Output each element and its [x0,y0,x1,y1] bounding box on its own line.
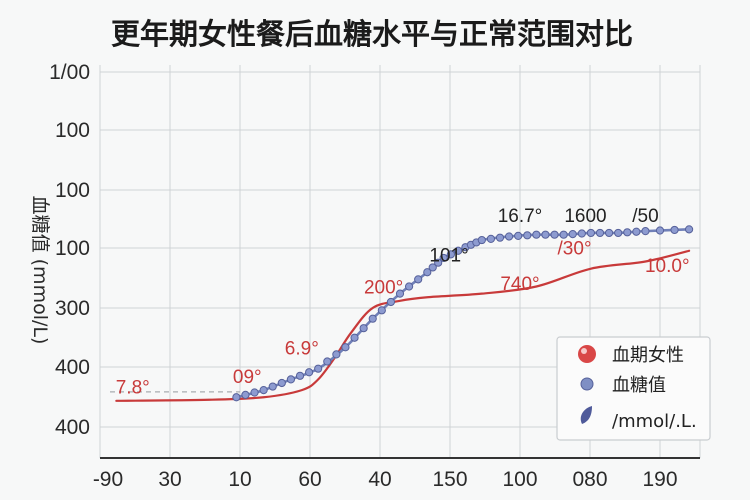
data-point [504,232,514,241]
data-point [604,228,614,238]
series [110,225,694,402]
data-point [295,371,305,380]
data-point [259,386,268,395]
data-label: 6.9° [285,338,319,359]
data-point [670,225,679,235]
data-point [550,230,559,239]
data-point [486,234,496,243]
data-label: 101° [429,246,468,267]
data-point [377,306,386,315]
grid [99,65,701,458]
data-point [304,368,314,377]
y-tick-label: 100 [55,237,90,260]
data-point [495,233,505,242]
legend-box [556,336,711,441]
chart-title: 更年期女性餐后血糖水平与正常范围对比 [111,17,633,51]
legend: 血期女性 血糖值 /mmol/.L. [556,336,711,441]
data-point [368,314,377,323]
data-label: 740° [500,274,539,295]
x-tick-label: 60 [298,468,321,491]
series-line [115,249,691,402]
data-point [341,343,350,352]
data-point [277,378,286,388]
data-point [541,230,550,239]
data-label: 200° [364,278,403,299]
x-tick-label: 080 [572,468,607,491]
data-point [428,263,437,272]
x-tick-label: 100 [502,468,537,491]
y-tick-label: 300 [55,297,90,320]
data-point [323,357,332,366]
data-label: 16.7° [498,206,543,227]
data-point [414,275,423,284]
data-point [655,226,665,235]
y-tick-label: 100 [55,179,90,202]
data-label: 10.0° [645,256,690,277]
x-tick-label: 10 [228,468,251,491]
data-point [568,230,577,239]
data-point [232,393,241,402]
data-label: 1600 [564,206,606,227]
data-point [439,253,448,263]
data-point [595,228,605,238]
y-tick-label: 100 [55,119,90,142]
y-tick-label: 400 [55,416,90,439]
x-tick-label: 190 [642,468,677,491]
data-point [614,228,623,238]
data-point [250,388,259,397]
data-point [532,230,541,239]
data-point [395,289,405,298]
y-axis-label: 血糖值 (mmol/L) [29,196,51,345]
data-point [559,230,568,239]
blue-dot-icon [580,377,594,391]
data-point [684,225,694,234]
data-point [623,228,632,237]
data-point [446,250,456,259]
y-tick-label: 400 [55,356,90,379]
x-tick-label: -90 [93,468,123,491]
data-point [314,364,323,373]
tick-labels: 1/00 100 100 100 300 400 400 -90 30 10 60 40 150 100 0… [49,61,677,491]
data-point [454,246,463,255]
data-label: 7.8° [116,378,150,399]
data-point [241,390,250,399]
data-point [286,375,296,384]
data-point [386,297,396,307]
data-point [632,227,641,236]
red-ball-icon [578,345,596,363]
data-point [359,324,368,333]
data-point [514,231,523,240]
blue-leaf-icon [580,406,592,424]
legend-item-label: 血期女性 [612,345,684,366]
annotations: 7.8° 09° 6.9° 200° 101° 740° 16.7° 1600/50/30° 1… [116,206,690,398]
data-point [641,227,650,236]
data-point [350,333,359,342]
y-tick-label: 1/00 [49,61,90,84]
legend-item-label: 血糖值 [612,375,666,396]
data-point [434,258,443,267]
data-point [404,282,414,291]
data-point [586,228,596,238]
data-label: 09° [233,367,262,388]
data-point [477,235,486,245]
data-point [268,382,277,391]
data-label: /30° [558,238,592,259]
x-tick-label: 40 [368,468,391,491]
data-point [332,350,341,359]
x-tick-label: 150 [432,468,467,491]
x-tick-label: 30 [158,468,181,491]
data-point [423,268,432,277]
data-label: /50 [632,206,658,227]
data-point [523,231,532,240]
data-point [577,229,586,238]
legend-item-label: /mmol/.L. [612,411,697,432]
